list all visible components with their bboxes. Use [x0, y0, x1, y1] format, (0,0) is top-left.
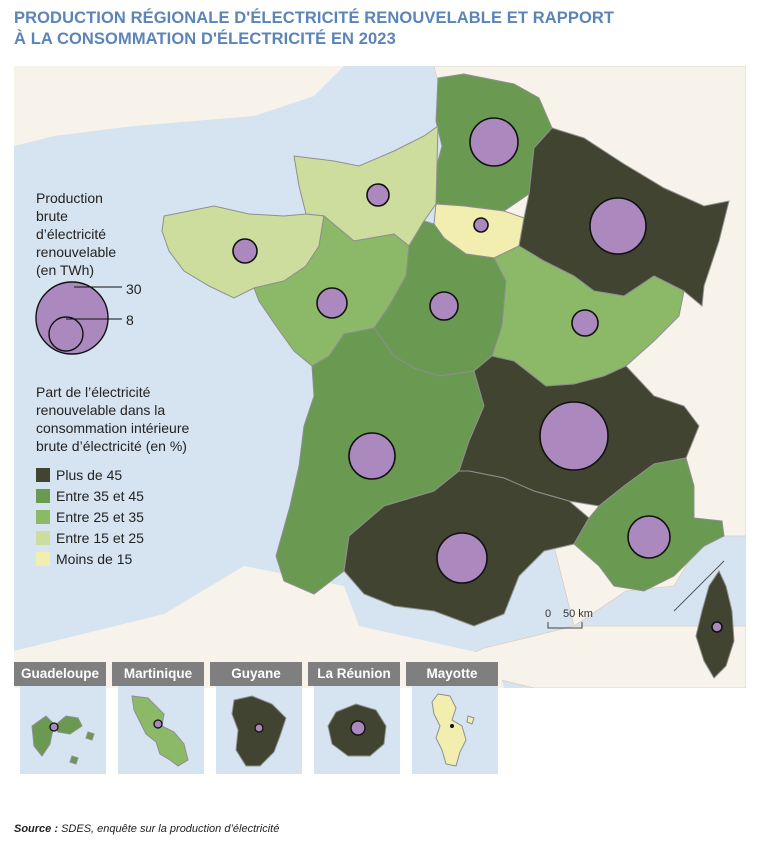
- guyane-map: [231, 695, 287, 767]
- bubble-provence-alpes-cote-dazur: [627, 515, 671, 559]
- martinique-map: [131, 695, 189, 767]
- scale-label: 50 km: [563, 608, 593, 620]
- overseas-tab-mayotte: Mayotte: [406, 662, 498, 686]
- overseas-mayotte: Mayotte: [406, 662, 498, 778]
- la-reunion-map: [327, 703, 387, 757]
- bubble-bretagne: [232, 238, 258, 264]
- bubble-bourgogne-franche-comte: [571, 309, 599, 337]
- size-legend-heading-3: d’électricité: [36, 226, 106, 242]
- color-legend-heading-3: consommation intérieure: [36, 420, 190, 436]
- bubble-centre-val-de-loire: [429, 291, 459, 321]
- bubble-auvergne-rhone-alpes: [539, 401, 609, 471]
- legend-label-0: Plus de 45: [56, 467, 122, 483]
- size-legend-value-30: 30: [126, 281, 142, 297]
- size-legend: Production brute d’électricité renouvela…: [35, 190, 142, 355]
- size-legend-heading-1: Production: [36, 190, 103, 206]
- map-title: PRODUCTION RÉGIONALE D'ÉLECTRICITÉ RENOU…: [14, 8, 754, 50]
- overseas-territories: Guadeloupe Martinique Guyane La Réunion: [14, 662, 534, 782]
- guadeloupe-map: [31, 715, 95, 765]
- legend-label-2: Entre 25 et 35: [56, 509, 144, 525]
- bubble-hauts-de-france: [469, 117, 519, 167]
- size-legend-heading-4: renouvelable: [36, 244, 116, 260]
- spain-land: [14, 566, 504, 688]
- size-legend-circle-8: [48, 316, 84, 352]
- color-legend-heading-1: Part de l’électricité: [36, 384, 151, 400]
- bubble-ile-de-france: [473, 217, 489, 233]
- title-line-2: À LA CONSOMMATION D'ÉLECTRICITÉ EN 2023: [14, 30, 396, 48]
- legend-swatch-3: [36, 531, 50, 545]
- source-text: SDES, enquête sur la production d’électr…: [58, 823, 280, 835]
- mayotte-map: [431, 693, 475, 767]
- england-land: [14, 66, 344, 146]
- corsica-separator: [673, 560, 725, 612]
- bubble-occitanie: [436, 532, 488, 584]
- overseas-la-reunion: La Réunion: [308, 662, 400, 778]
- legend-swatch-0: [36, 468, 50, 482]
- color-legend: Part de l’électricité renouvelable dans …: [36, 384, 190, 567]
- overseas-tab-guadeloupe: Guadeloupe: [14, 662, 106, 686]
- bubble-nouvelle-aquitaine: [348, 432, 396, 480]
- title-line-1: PRODUCTION RÉGIONALE D'ÉLECTRICITÉ RENOU…: [14, 9, 615, 27]
- legend-label-4: Moins de 15: [56, 551, 132, 567]
- overseas-guyane: Guyane: [210, 662, 302, 778]
- bubble-normandie: [366, 183, 390, 207]
- scale-line: [547, 622, 583, 629]
- color-legend-heading-2: renouvelable dans la: [36, 402, 165, 418]
- size-legend-heading-2: brute: [36, 208, 68, 224]
- production-bubbles: [232, 117, 723, 633]
- legend-label-3: Entre 15 et 25: [56, 530, 144, 546]
- bubble-grand-est: [589, 197, 647, 255]
- source-note: Source : SDES, enquête sur la production…: [14, 823, 279, 835]
- size-legend-heading-5: (en TWh): [36, 262, 94, 278]
- overseas-tab-martinique: Martinique: [112, 662, 204, 686]
- legend-swatch-4: [36, 552, 50, 566]
- overseas-tab-la-reunion: La Réunion: [308, 662, 400, 686]
- france-map: Production brute d’électricité renouvela…: [14, 66, 746, 688]
- scale-zero: 0: [545, 608, 551, 620]
- legend-swatch-1: [36, 489, 50, 503]
- color-legend-heading-4: brute d’électricité (en %): [36, 438, 187, 454]
- overseas-guadeloupe: Guadeloupe: [14, 662, 106, 778]
- legend-label-1: Entre 35 et 45: [56, 488, 144, 504]
- size-legend-value-8: 8: [126, 312, 134, 328]
- overseas-martinique: Martinique: [112, 662, 204, 778]
- bubble-corse: [711, 621, 723, 633]
- legend-swatch-2: [36, 510, 50, 524]
- source-label: Source :: [14, 823, 59, 835]
- overseas-tab-guyane: Guyane: [210, 662, 302, 686]
- bubble-pays-de-la-loire: [316, 287, 348, 319]
- scale-bar: 0 50 km: [545, 608, 593, 629]
